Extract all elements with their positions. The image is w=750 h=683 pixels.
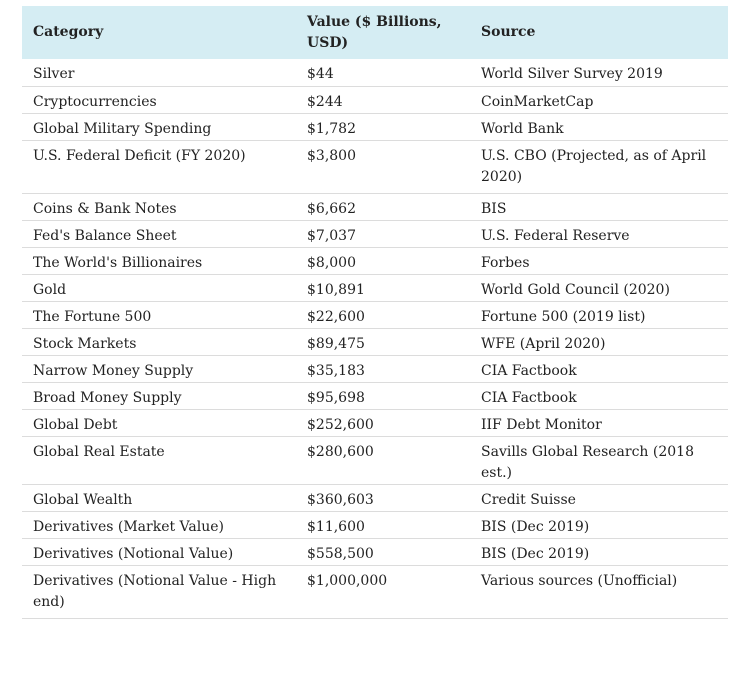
cell-category: Broad Money Supply	[22, 382, 296, 410]
cell-value: $10,891	[296, 274, 470, 302]
cell-source: BIS (Dec 2019)	[470, 511, 728, 539]
cell-value: $95,698	[296, 382, 470, 410]
table-body: Silver $44 World Silver Survey 2019 Cryptoc…	[22, 59, 728, 619]
table-row: Fed's Balance Sheet $7,037 U.S. Federal Re…	[22, 220, 728, 248]
cell-source: U.S. CBO (Projected, as of April 2020)	[470, 140, 728, 194]
cell-value: $11,600	[296, 511, 470, 539]
cell-source: Forbes	[470, 247, 728, 275]
table-row: Coins & Bank Notes $6,662 BIS	[22, 193, 728, 221]
cell-value: $244	[296, 86, 470, 114]
cell-source: Savills Global Research (2018 est.)	[470, 436, 728, 485]
header-value: Value ($ Billions, USD)	[307, 13, 442, 51]
table-row: Global Military Spending $1,782 World Bank	[22, 113, 728, 141]
cell-category: Derivatives (Market Value)	[22, 511, 296, 539]
cell-source: Credit Suisse	[470, 484, 728, 512]
cell-category: Global Wealth	[22, 484, 296, 512]
cell-value: $1,782	[296, 113, 470, 141]
cell-category: Global Debt	[22, 409, 296, 437]
cell-category: U.S. Federal Deficit (FY 2020)	[22, 140, 296, 194]
table-row: The Fortune 500 $22,600 Fortune 500 (2019 …	[22, 301, 728, 329]
cell-category: The Fortune 500	[22, 301, 296, 329]
cell-category: Stock Markets	[22, 328, 296, 356]
table-row: Derivatives (Market Value) $11,600 BIS (De…	[22, 511, 728, 539]
table-row: U.S. Federal Deficit (FY 2020) $3,800 U.S.…	[22, 140, 728, 194]
cell-category: Derivatives (Notional Value)	[22, 538, 296, 566]
cell-source: Fortune 500 (2019 list)	[470, 301, 728, 329]
table-row: Cryptocurrencies $244 CoinMarketCap	[22, 86, 728, 114]
cell-value: $7,037	[296, 220, 470, 248]
cell-category: Global Military Spending	[22, 113, 296, 141]
cell-category: Global Real Estate	[22, 436, 296, 485]
table-row: Gold $10,891 World Gold Council (2020)	[22, 274, 728, 302]
cell-source: BIS (Dec 2019)	[470, 538, 728, 566]
cell-source: Various sources (Unofficial)	[470, 565, 728, 619]
cell-value: $360,603	[296, 484, 470, 512]
table-row: Broad Money Supply $95,698 CIA Factbook	[22, 382, 728, 410]
cell-value: $35,183	[296, 355, 470, 383]
cell-source: WFE (April 2020)	[470, 328, 728, 356]
table-row: Global Real Estate $280,600 Savills Global…	[22, 436, 728, 485]
table-header: Category Value ($ Billions, USD) Source	[22, 6, 728, 59]
cell-source: IIF Debt Monitor	[470, 409, 728, 437]
cell-value: $8,000	[296, 247, 470, 275]
table-row: The World's Billionaires $8,000 Forbes	[22, 247, 728, 275]
cell-value: $22,600	[296, 301, 470, 329]
cell-source: World Gold Council (2020)	[470, 274, 728, 302]
cell-value: $1,000,000	[296, 565, 470, 619]
cell-source: CIA Factbook	[470, 355, 728, 383]
header-row: Category Value ($ Billions, USD) Source	[22, 6, 728, 59]
cell-category: Coins & Bank Notes	[22, 193, 296, 221]
table-row: Silver $44 World Silver Survey 2019	[22, 59, 728, 87]
cell-value: $558,500	[296, 538, 470, 566]
cell-value: $3,800	[296, 140, 470, 194]
cell-category: The World's Billionaires	[22, 247, 296, 275]
table-row: Narrow Money Supply $35,183 CIA Factbook	[22, 355, 728, 383]
table-row: Global Debt $252,600 IIF Debt Monitor	[22, 409, 728, 437]
header-source: Source	[481, 24, 536, 40]
cell-category: Derivatives (Notional Value - High end)	[22, 565, 296, 619]
cell-category: Narrow Money Supply	[22, 355, 296, 383]
table-row: Derivatives (Notional Value - High end) $…	[22, 565, 728, 619]
data-table: Category Value ($ Billions, USD) Source …	[22, 6, 728, 619]
cell-category: Cryptocurrencies	[22, 86, 296, 114]
cell-source: CoinMarketCap	[470, 86, 728, 114]
cell-source: U.S. Federal Reserve	[470, 220, 728, 248]
table-row: Derivatives (Notional Value) $558,500 BIS …	[22, 538, 728, 566]
cell-category: Gold	[22, 274, 296, 302]
cell-value: $44	[296, 59, 470, 87]
cell-source: BIS	[470, 193, 728, 221]
header-category: Category	[33, 24, 104, 40]
table-row: Stock Markets $89,475 WFE (April 2020)	[22, 328, 728, 356]
table-row: Global Wealth $360,603 Credit Suisse	[22, 484, 728, 512]
cell-category: Fed's Balance Sheet	[22, 220, 296, 248]
cell-value: $89,475	[296, 328, 470, 356]
cell-value: $252,600	[296, 409, 470, 437]
cell-category: Silver	[22, 59, 296, 87]
cell-value: $6,662	[296, 193, 470, 221]
cell-source: CIA Factbook	[470, 382, 728, 410]
cell-source: World Silver Survey 2019	[470, 59, 728, 87]
cell-value: $280,600	[296, 436, 470, 485]
cell-source: World Bank	[470, 113, 728, 141]
